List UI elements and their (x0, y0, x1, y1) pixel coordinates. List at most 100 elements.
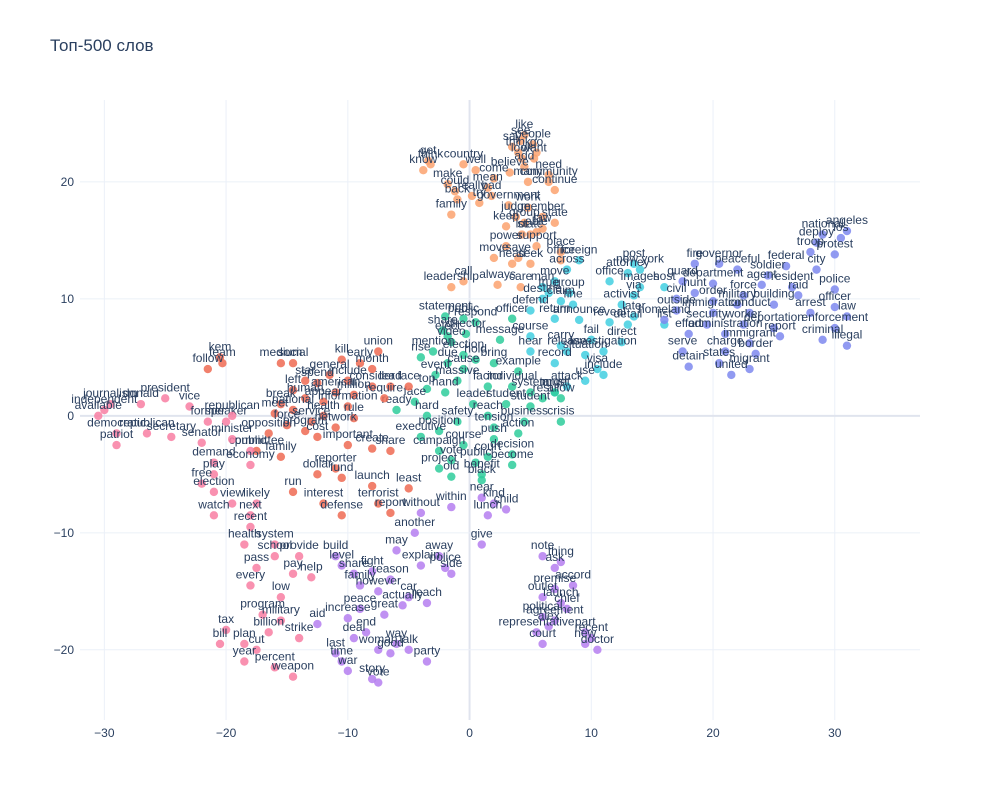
data-point[interactable] (337, 355, 346, 364)
data-point[interactable] (489, 423, 499, 432)
data-point[interactable] (769, 323, 779, 333)
data-point[interactable] (529, 154, 539, 163)
data-point[interactable] (422, 411, 432, 421)
data-point[interactable] (313, 619, 322, 629)
data-point[interactable] (450, 187, 460, 196)
data-point[interactable] (538, 394, 547, 403)
data-point[interactable] (581, 376, 590, 385)
data-point[interactable] (538, 212, 547, 222)
data-point[interactable] (477, 475, 486, 485)
data-point[interactable] (398, 601, 407, 610)
data-point[interactable] (331, 388, 340, 397)
data-point[interactable] (246, 460, 255, 470)
data-point[interactable] (617, 300, 626, 309)
data-point[interactable] (441, 388, 450, 397)
data-point[interactable] (276, 399, 286, 409)
data-point[interactable] (757, 280, 766, 290)
data-point[interactable] (489, 253, 499, 263)
data-point[interactable] (380, 610, 389, 619)
data-point[interactable] (240, 540, 249, 549)
data-point[interactable] (501, 399, 511, 409)
data-point[interactable] (574, 256, 584, 265)
data-point[interactable] (562, 382, 572, 391)
data-point[interactable] (270, 540, 279, 549)
data-point[interactable] (550, 563, 559, 573)
data-point[interactable] (276, 592, 286, 602)
data-point[interactable] (528, 140, 538, 149)
data-point[interactable] (550, 314, 559, 323)
data-point[interactable] (562, 265, 572, 274)
data-point[interactable] (538, 552, 547, 561)
data-point[interactable] (483, 183, 493, 192)
data-point[interactable] (367, 382, 377, 391)
data-point[interactable] (514, 429, 523, 438)
data-point[interactable] (684, 329, 693, 339)
data-point[interactable] (331, 552, 340, 561)
data-point[interactable] (538, 224, 547, 233)
data-point[interactable] (252, 645, 261, 655)
data-point[interactable] (443, 359, 452, 368)
data-point[interactable] (526, 259, 535, 268)
data-point[interactable] (331, 649, 340, 658)
data-point[interactable] (355, 581, 365, 590)
data-point[interactable] (203, 417, 213, 426)
data-point[interactable] (380, 394, 389, 403)
data-point[interactable] (453, 417, 462, 426)
data-point[interactable] (367, 481, 377, 491)
data-point[interactable] (461, 329, 471, 339)
data-point[interactable] (556, 557, 566, 567)
data-point[interactable] (343, 440, 353, 450)
data-point[interactable] (167, 432, 176, 442)
data-point[interactable] (355, 359, 365, 368)
data-point[interactable] (447, 569, 456, 578)
data-point[interactable] (307, 573, 316, 582)
data-point[interactable] (386, 649, 395, 658)
data-point[interactable] (459, 350, 468, 360)
data-point[interactable] (516, 282, 525, 292)
data-point[interactable] (218, 359, 227, 368)
data-point[interactable] (702, 320, 712, 329)
data-point[interactable] (526, 306, 535, 315)
data-point[interactable] (349, 633, 359, 643)
data-point[interactable] (252, 499, 261, 508)
data-point[interactable] (459, 364, 468, 374)
data-point[interactable] (483, 382, 493, 391)
data-point[interactable] (422, 598, 432, 608)
data-point[interactable] (623, 320, 633, 329)
data-point[interactable] (355, 604, 365, 614)
data-point[interactable] (443, 180, 452, 189)
data-point[interactable] (246, 511, 255, 520)
data-point[interactable] (447, 456, 456, 465)
data-point[interactable] (507, 460, 517, 470)
data-point[interactable] (565, 288, 574, 298)
data-point[interactable] (562, 604, 572, 614)
data-point[interactable] (209, 470, 219, 479)
data-point[interactable] (493, 280, 502, 290)
data-point[interactable] (453, 195, 462, 204)
data-point[interactable] (337, 473, 346, 483)
data-point[interactable] (227, 499, 237, 508)
data-point[interactable] (629, 291, 639, 300)
data-point[interactable] (422, 384, 432, 394)
data-point[interactable] (830, 302, 839, 312)
data-point[interactable] (830, 285, 839, 294)
data-point[interactable] (550, 388, 559, 397)
data-point[interactable] (514, 367, 523, 376)
data-point[interactable] (660, 315, 669, 325)
data-point[interactable] (447, 337, 456, 347)
data-point[interactable] (672, 294, 681, 304)
data-point[interactable] (489, 499, 499, 508)
data-point[interactable] (520, 417, 529, 426)
data-point[interactable] (818, 230, 827, 239)
data-point[interactable] (367, 674, 377, 684)
data-point[interactable] (447, 282, 456, 292)
data-point[interactable] (581, 639, 590, 649)
data-point[interactable] (721, 329, 730, 339)
data-point[interactable] (392, 639, 401, 649)
data-point[interactable] (684, 362, 693, 371)
data-point[interactable] (343, 376, 353, 385)
data-point[interactable] (538, 294, 547, 304)
data-point[interactable] (276, 616, 286, 625)
data-point[interactable] (550, 218, 559, 228)
data-point[interactable] (288, 385, 298, 395)
